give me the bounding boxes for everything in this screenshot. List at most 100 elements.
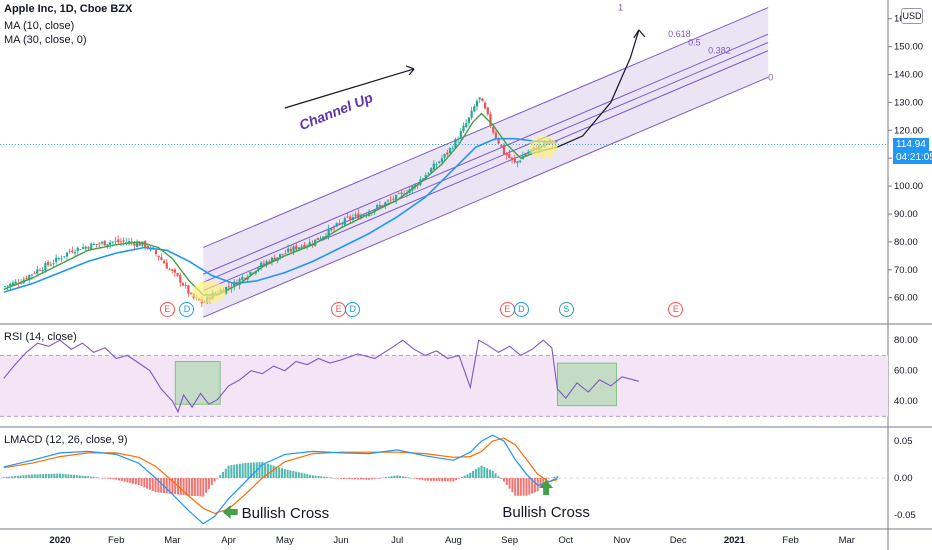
- macd-histogram-bar: [19, 475, 22, 478]
- macd-histogram-bar: [514, 478, 517, 496]
- x-tick-label: Mar: [164, 535, 180, 546]
- candle-body: [33, 273, 36, 274]
- price-y-tick-label: 150.00: [894, 42, 923, 53]
- macd-histogram-bar: [401, 476, 404, 478]
- macd-histogram-bar: [84, 475, 87, 478]
- macd-histogram-bar: [151, 478, 154, 491]
- macd-histogram-bar: [466, 474, 469, 478]
- macd-histogram-bar: [528, 478, 531, 495]
- candle-body: [378, 205, 381, 207]
- candle-body: [427, 173, 430, 175]
- macd-histogram-bar: [157, 478, 160, 493]
- x-tick-label: Jul: [391, 535, 403, 546]
- macd-histogram-bar: [317, 476, 320, 478]
- candle-body: [381, 205, 384, 207]
- candle-body: [90, 243, 93, 250]
- candle-body: [343, 218, 346, 225]
- macd-histogram-bar: [236, 464, 239, 478]
- macd-histogram-bar: [303, 473, 306, 478]
- candle-body: [281, 253, 284, 255]
- macd-histogram-bar: [320, 476, 323, 478]
- earnings-event-marker[interactable]: E: [159, 302, 175, 317]
- candle-body: [481, 98, 484, 102]
- macd-histogram-bar: [384, 477, 387, 478]
- macd-histogram-bar: [463, 475, 466, 478]
- candle-body: [130, 241, 133, 243]
- macd-histogram-bar: [230, 465, 233, 478]
- candle-body: [489, 114, 492, 126]
- macd-histogram-bar: [452, 478, 455, 482]
- macd-legend-label: LMACD (12, 26, close, 9): [4, 434, 128, 446]
- earnings-event-marker[interactable]: E: [499, 302, 515, 317]
- macd-histogram-bar: [87, 476, 90, 478]
- candle-body: [465, 122, 468, 127]
- candle-body: [82, 247, 85, 249]
- candle-body: [349, 216, 352, 220]
- candle-body: [9, 283, 12, 286]
- macd-histogram-bar: [556, 476, 559, 478]
- macd-histogram-bar: [78, 475, 81, 478]
- macd-histogram-bar: [421, 478, 424, 481]
- candle-body: [335, 223, 338, 227]
- macd-histogram-bar: [75, 475, 78, 478]
- dividend-event-marker[interactable]: D: [513, 302, 529, 317]
- candle-body: [60, 258, 63, 260]
- candle-body: [73, 252, 77, 254]
- earnings-event-marker[interactable]: E: [668, 302, 684, 317]
- macd-histogram-bar: [101, 478, 104, 479]
- price-y-tick-label: 140.00: [894, 70, 923, 81]
- macd-histogram-bar: [500, 478, 503, 479]
- last-price-tag: 114.94: [893, 138, 929, 151]
- macd-histogram-bar: [283, 469, 286, 478]
- macd-histogram-bar: [179, 478, 182, 495]
- candle-body: [168, 269, 171, 271]
- candle-body: [492, 127, 495, 133]
- candle-body: [262, 263, 265, 265]
- macd-histogram-bar: [165, 478, 168, 494]
- ma30-legend-label: MA (30, close, 0): [4, 34, 87, 46]
- dividend-event-marker[interactable]: D: [179, 302, 195, 317]
- candle-body: [287, 248, 290, 253]
- candle-body: [513, 158, 516, 163]
- macd-histogram-bar: [370, 478, 373, 480]
- macd-histogram-bar: [28, 474, 31, 478]
- macd-histogram-bar: [429, 478, 432, 481]
- macd-histogram-bar: [511, 478, 514, 493]
- macd-histogram-bar: [399, 475, 402, 478]
- countdown-tag: 04:21:05: [893, 151, 932, 164]
- candle-body: [341, 223, 344, 225]
- macd-histogram-bar: [210, 478, 213, 486]
- macd-histogram-bar: [449, 478, 452, 482]
- currency-button[interactable]: USD: [901, 8, 923, 24]
- candle-body: [524, 154, 527, 156]
- price-y-tick-label: 60.00: [894, 293, 918, 304]
- fib-level-line: [203, 33, 769, 275]
- macd-histogram-bar: [272, 465, 275, 478]
- highlight-zone: [529, 135, 558, 159]
- split-event-marker[interactable]: S: [558, 302, 574, 317]
- fib-level-label: 0.618: [668, 29, 691, 39]
- dividend-event-marker[interactable]: D: [345, 302, 361, 317]
- macd-histogram-bar: [168, 478, 171, 494]
- candle-body: [92, 243, 96, 245]
- candle-body: [332, 227, 336, 229]
- candle-body: [84, 246, 87, 249]
- macd-histogram-bar: [387, 476, 390, 478]
- candle-body: [106, 244, 109, 247]
- macd-histogram-bar: [542, 478, 545, 485]
- rsi-y-tick-label: 80.00: [894, 335, 918, 346]
- macd-histogram-bar: [472, 470, 475, 478]
- macd-y-tick-label: 0.00: [894, 473, 913, 484]
- candle-body: [165, 262, 168, 269]
- candle-body: [173, 269, 176, 273]
- macd-histogram-bar: [379, 478, 382, 479]
- candle-body: [14, 281, 17, 284]
- candle-body: [308, 242, 311, 246]
- candle-body: [289, 248, 292, 252]
- candle-body: [162, 260, 166, 264]
- macd-histogram-bar: [474, 469, 477, 478]
- candle-body: [446, 152, 449, 155]
- candle-body: [11, 282, 15, 286]
- macd-histogram-bar: [334, 478, 337, 479]
- macd-histogram-bar: [33, 474, 36, 478]
